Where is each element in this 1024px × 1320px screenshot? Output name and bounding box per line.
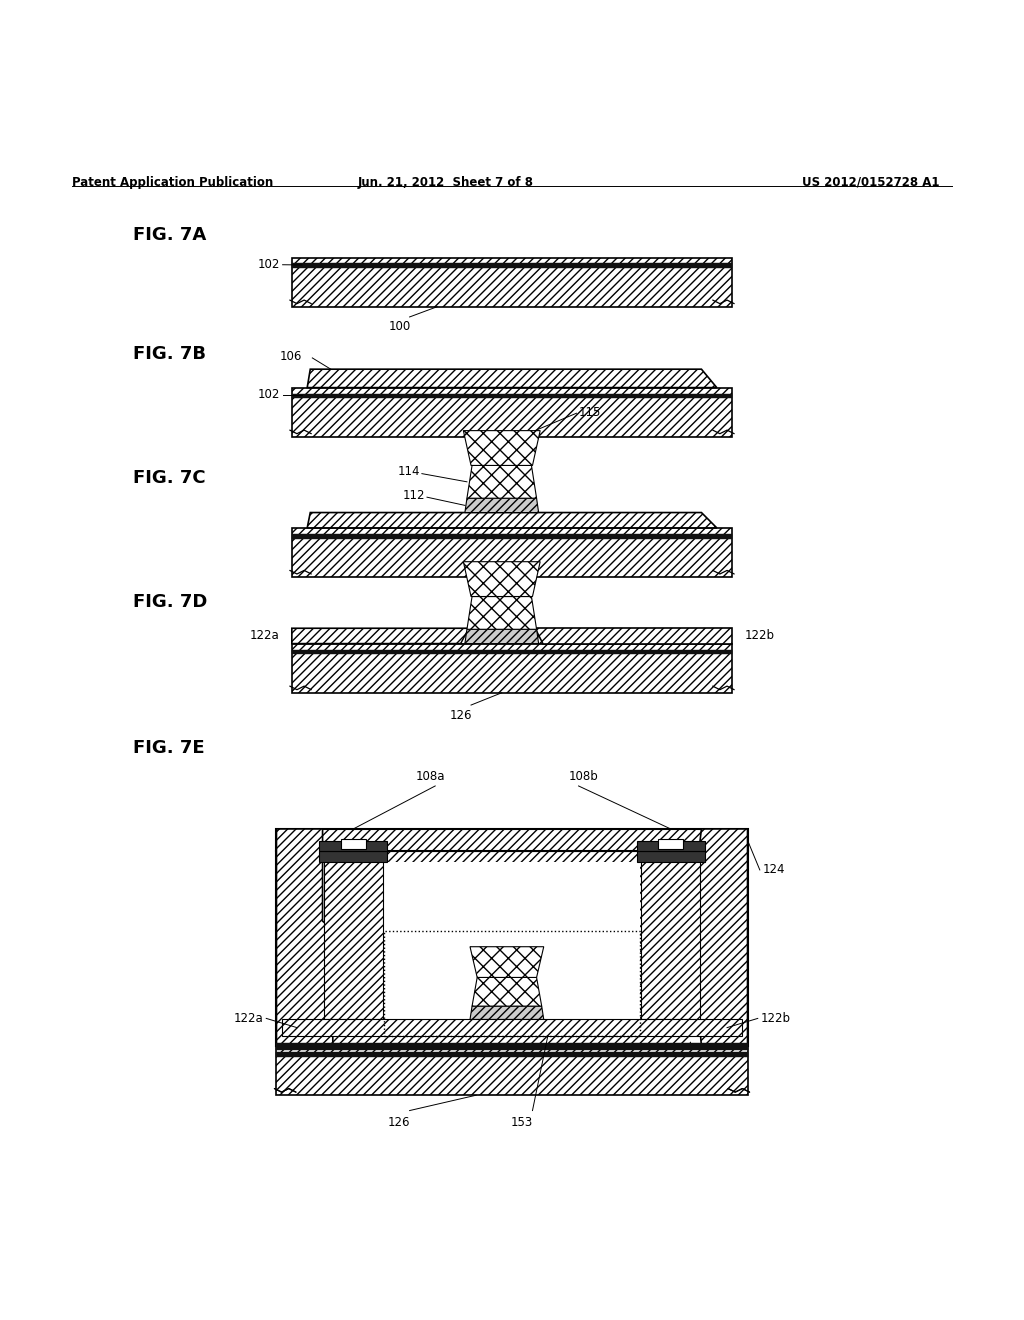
Text: 100: 100 <box>388 319 411 333</box>
Polygon shape <box>467 466 537 498</box>
Bar <box>292 388 732 437</box>
Bar <box>292 528 732 577</box>
Bar <box>384 862 640 1019</box>
Text: FIG. 7E: FIG. 7E <box>133 739 205 758</box>
Polygon shape <box>463 562 541 597</box>
Polygon shape <box>307 512 717 528</box>
Text: 108a: 108a <box>416 770 444 783</box>
Text: 122a: 122a <box>233 1012 263 1024</box>
Bar <box>292 649 732 655</box>
Bar <box>319 841 387 851</box>
Polygon shape <box>461 636 543 644</box>
Text: 114: 114 <box>397 465 420 478</box>
Text: Patent Application Publication: Patent Application Publication <box>72 176 273 189</box>
Text: 122b: 122b <box>761 1012 791 1024</box>
Text: 153: 153 <box>511 1115 534 1129</box>
Bar <box>276 1052 748 1057</box>
Text: 106: 106 <box>280 350 302 363</box>
Bar <box>319 851 387 862</box>
Text: 112: 112 <box>402 488 425 502</box>
Bar <box>292 264 732 268</box>
Text: 122a: 122a <box>250 630 280 643</box>
Polygon shape <box>467 597 537 630</box>
Polygon shape <box>535 628 732 644</box>
Bar <box>292 644 732 693</box>
Polygon shape <box>292 628 469 644</box>
Polygon shape <box>691 829 748 1045</box>
Bar <box>276 1045 748 1096</box>
Bar <box>691 829 748 1045</box>
Text: 124: 124 <box>763 863 785 876</box>
Text: FIG. 7B: FIG. 7B <box>133 345 206 363</box>
Bar <box>292 393 732 399</box>
Text: 102: 102 <box>257 388 280 401</box>
Text: US 2012/0152728 A1: US 2012/0152728 A1 <box>802 176 939 189</box>
Text: 126: 126 <box>450 709 472 722</box>
Text: 102: 102 <box>257 259 280 271</box>
Text: Jun. 21, 2012  Sheet 7 of 8: Jun. 21, 2012 Sheet 7 of 8 <box>357 176 534 189</box>
Polygon shape <box>463 430 541 466</box>
Bar <box>341 840 366 850</box>
Polygon shape <box>641 851 700 1019</box>
Bar <box>276 829 748 851</box>
Polygon shape <box>465 498 539 512</box>
Polygon shape <box>472 977 542 1006</box>
Text: 122b: 122b <box>744 630 774 643</box>
Text: FIG. 7A: FIG. 7A <box>133 226 207 244</box>
Bar <box>276 1043 748 1051</box>
Bar <box>637 841 705 851</box>
Bar <box>276 851 748 1045</box>
Polygon shape <box>470 946 544 977</box>
Text: FIG. 7C: FIG. 7C <box>133 469 206 487</box>
Polygon shape <box>324 851 383 1019</box>
Polygon shape <box>276 829 333 1045</box>
Text: FIG. 7D: FIG. 7D <box>133 593 208 611</box>
Text: 115: 115 <box>579 405 601 418</box>
Polygon shape <box>465 630 539 644</box>
Bar <box>292 533 732 539</box>
Text: 108b: 108b <box>568 770 599 783</box>
Bar <box>637 851 705 862</box>
Text: 126: 126 <box>388 1115 411 1129</box>
Bar <box>282 1019 742 1036</box>
Bar <box>384 932 640 1036</box>
Bar <box>276 829 333 1045</box>
Bar <box>292 257 732 306</box>
Bar <box>658 840 683 850</box>
Polygon shape <box>470 1006 544 1019</box>
Polygon shape <box>307 370 717 388</box>
